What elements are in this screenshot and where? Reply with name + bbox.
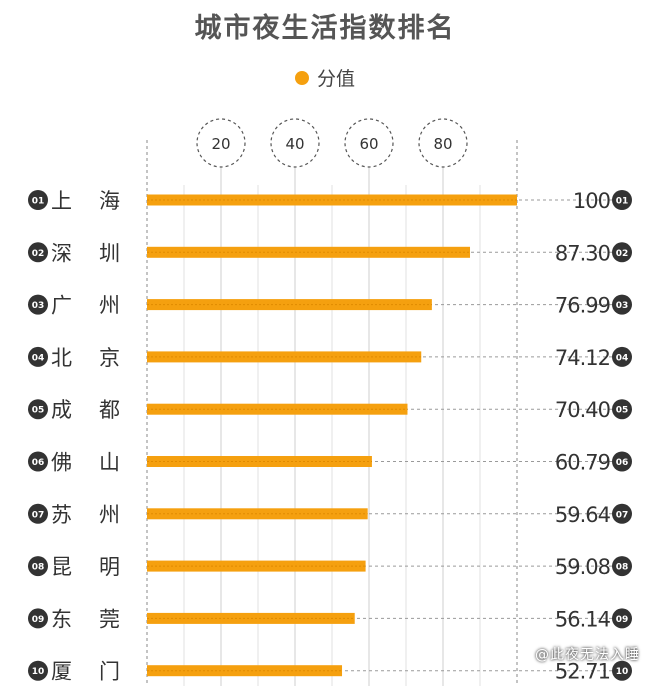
legend-swatch: [294, 70, 309, 85]
data-label: 60.79: [555, 451, 610, 475]
category-label: 广: [51, 294, 72, 318]
category-label: 深: [51, 241, 72, 265]
rank-badge: [612, 608, 632, 629]
rank-badge: [28, 556, 48, 577]
data-label: 52.71: [555, 660, 610, 684]
tick-circle: [270, 118, 320, 168]
rank-badge-label: 09: [32, 615, 45, 625]
rank-badge-label: 02: [32, 249, 45, 259]
rank-badge: [612, 503, 632, 524]
data-label: 74.12: [555, 346, 610, 370]
x-tick-label: 20: [211, 135, 230, 153]
bar: [147, 612, 355, 624]
rank-badge-label: 04: [32, 353, 45, 363]
rank-badge: [612, 556, 632, 577]
bar: [147, 299, 432, 311]
data-label: 59.64: [555, 503, 611, 527]
rank-badge-label: 10: [32, 667, 45, 677]
rank-badge: [28, 294, 48, 315]
category-label: 州: [99, 503, 120, 527]
category-label: 上: [51, 189, 72, 213]
tick-circle: [418, 118, 468, 168]
rank-badge-label: 10: [616, 667, 629, 677]
legend: 分值: [0, 64, 650, 91]
watermark: @此夜无法入睡: [535, 647, 640, 663]
rank-badge: [28, 503, 48, 524]
category-label: 莞: [99, 607, 120, 631]
rank-badge: [28, 660, 48, 681]
rank-badge-label: 05: [32, 406, 45, 416]
rank-badge: [28, 242, 48, 263]
rank-badge-label: 03: [32, 301, 45, 311]
x-tick-label: 60: [359, 135, 378, 153]
category-label: 厦: [51, 660, 72, 684]
category-label: 东: [51, 607, 72, 631]
rank-badge-label: 09: [616, 615, 629, 625]
data-label: 70.40: [555, 398, 610, 422]
rank-badge-label: 08: [32, 563, 45, 573]
rank-badge: [28, 399, 48, 420]
data-label: 87.30: [555, 241, 610, 265]
x-tick-label: 40: [285, 135, 304, 153]
rank-badge: [28, 190, 48, 210]
rank-badge-label: 05: [616, 406, 629, 416]
data-label: 100: [573, 189, 610, 213]
rank-badge: [28, 608, 48, 629]
rank-badge-label: 07: [32, 510, 45, 520]
tick-circle: [196, 118, 246, 168]
category-label: 都: [99, 398, 120, 422]
chart-title: 城市夜生活指数排名: [194, 13, 456, 44]
bar: [147, 403, 408, 415]
rank-badge: [612, 399, 632, 420]
rank-badge: [612, 346, 632, 367]
category-label: 成: [51, 398, 72, 422]
rank-badge-label: 03: [616, 301, 629, 311]
category-label: 京: [99, 346, 120, 370]
rank-badge-label: 07: [616, 510, 629, 520]
rank-badge-label: 04: [616, 353, 629, 363]
category-label: 佛: [51, 451, 72, 475]
data-label: 59.08: [555, 555, 610, 579]
legend-label: 分值: [316, 68, 355, 90]
x-tick-label: 80: [433, 135, 452, 153]
rank-badge: [612, 294, 632, 315]
data-label: 76.99: [555, 294, 610, 318]
rank-badge: [612, 242, 632, 263]
rank-badge-label: 06: [32, 458, 45, 468]
category-label: 门: [99, 660, 120, 684]
bar: [147, 508, 368, 520]
tick-circle: [344, 118, 394, 168]
category-label: 圳: [99, 241, 120, 265]
category-label: 州: [99, 294, 120, 318]
rank-badge-label: 08: [616, 563, 629, 573]
rank-badge: [612, 190, 632, 210]
rank-badge: [612, 660, 632, 681]
category-label: 苏: [51, 503, 72, 527]
rank-badge-label: 01: [32, 197, 45, 207]
rank-badge-label: 06: [616, 458, 629, 468]
category-label: 昆: [51, 555, 72, 579]
category-label: 海: [99, 189, 120, 213]
rank-badge-label: 02: [616, 249, 629, 259]
rank-badge: [612, 451, 632, 472]
rank-badge: [28, 451, 48, 472]
rank-badge: [28, 346, 48, 367]
category-label: 北: [51, 346, 72, 370]
category-label: 山: [99, 451, 120, 475]
category-label: 明: [99, 555, 120, 579]
rank-badge-label: 01: [616, 197, 629, 207]
data-label: 56.14: [555, 607, 611, 631]
